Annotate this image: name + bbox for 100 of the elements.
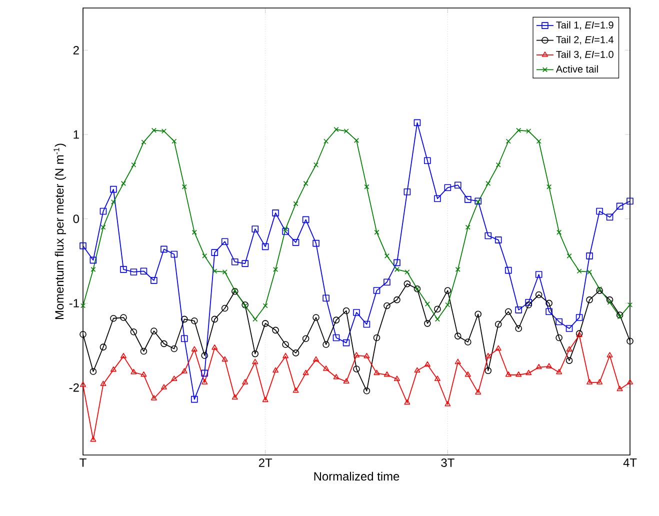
point [272,367,279,373]
point [586,252,593,260]
point [384,371,390,377]
point [160,384,167,390]
point [546,300,552,307]
point [455,266,460,272]
point [150,277,158,284]
point [140,268,148,275]
point [282,341,289,348]
point [160,340,168,348]
point [172,138,177,144]
y-axis-title: Momentum flux per meter (N m$^{-1}$) [54,144,66,320]
point [424,320,431,327]
point [130,268,138,276]
point [180,335,188,342]
y-tick-label: 0 [73,214,80,224]
point [434,376,440,381]
point [424,157,431,164]
point [364,352,370,358]
point [576,268,582,274]
point [221,304,228,312]
point [606,296,614,304]
point [342,339,350,346]
point [363,320,370,328]
point [414,367,420,373]
point [80,242,86,250]
point [323,366,330,371]
point [130,368,137,374]
point [273,266,278,272]
point [90,266,96,272]
point [180,316,188,323]
point [90,256,97,264]
point [202,379,208,384]
point [626,338,634,345]
legend-label: Active tail [556,65,598,73]
point [494,236,502,244]
point [616,386,623,392]
point [616,202,624,210]
point [496,162,501,168]
point [282,352,289,358]
point [607,300,612,305]
point [141,140,146,145]
point [434,195,441,202]
point [201,352,208,359]
point [120,180,126,186]
point [242,379,248,384]
point [332,316,340,324]
point [546,308,552,316]
point [110,186,117,193]
point [566,357,573,364]
point [597,286,602,292]
point [150,395,157,400]
point [454,182,462,189]
point [525,301,532,308]
legend-label: Tail 3, EI=1.0 [556,50,614,60]
y-tick-label: -1 [69,299,79,308]
point [526,128,532,134]
point [262,303,268,308]
point [617,314,622,320]
point [120,352,126,358]
point [333,374,340,380]
point [312,240,320,247]
point [515,325,522,332]
point [586,379,593,384]
point [506,138,511,144]
point [494,320,502,328]
point [130,328,138,336]
point [283,226,288,232]
point [535,271,542,278]
point [444,184,452,192]
point [546,184,552,190]
point [525,298,532,306]
point [374,370,380,376]
point [616,312,624,318]
point [444,287,452,294]
point [424,302,430,307]
point [80,382,86,387]
point [100,380,106,386]
point [110,366,116,372]
point [556,230,562,235]
point [454,358,461,364]
point [404,269,410,274]
point [110,314,117,322]
point [394,296,400,304]
point [394,266,400,272]
point [566,253,572,258]
point [212,268,218,274]
point [262,320,269,327]
point [272,210,279,216]
point [404,399,410,405]
point [556,334,562,342]
point [170,345,178,352]
point [343,378,350,384]
point [302,216,310,224]
point [324,138,329,144]
point [212,344,218,350]
point [322,294,330,302]
point [312,314,320,321]
point [202,253,208,258]
point [434,316,440,322]
